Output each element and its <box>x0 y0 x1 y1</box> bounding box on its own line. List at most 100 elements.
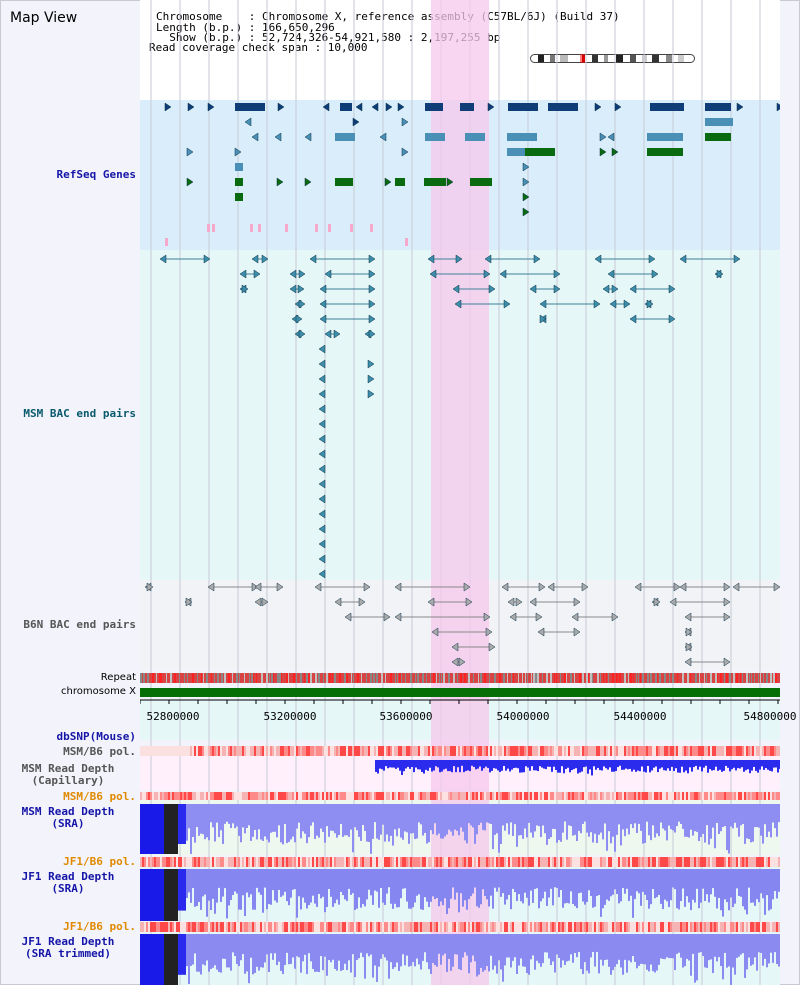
pol-segment <box>278 746 280 756</box>
pol-segment <box>776 857 778 867</box>
pol-segment <box>362 746 364 756</box>
pol-segment <box>394 922 396 932</box>
genome-browser-tracks[interactable] <box>140 0 780 985</box>
repeat-segment <box>228 673 230 683</box>
repeat-segment <box>415 673 416 683</box>
pol-segment <box>332 792 334 800</box>
depth-bar <box>772 934 774 963</box>
pol-segment <box>280 857 282 867</box>
pol-segment <box>198 792 200 800</box>
repeat-segment <box>742 673 743 683</box>
gene-arrow <box>274 132 282 142</box>
depth-bar <box>374 804 376 823</box>
pol-segment <box>670 792 672 800</box>
msm-read-depth-capillary-label: MSM Read Depth <box>21 762 115 775</box>
repeat-segment <box>156 673 157 683</box>
pol-segment <box>392 746 394 756</box>
repeat-segment <box>152 673 154 683</box>
depth-bar <box>442 934 444 956</box>
pol-segment <box>246 857 248 867</box>
depth-bar <box>436 869 438 899</box>
depth-bar <box>762 869 764 899</box>
depth-bar <box>306 804 308 844</box>
pol-segment <box>178 922 180 932</box>
depth-bar <box>510 934 512 968</box>
depth-bar <box>718 804 720 834</box>
pol-segment <box>236 746 238 756</box>
depth-bar <box>186 869 188 898</box>
depth-bar <box>240 804 242 843</box>
pol-segment <box>520 857 522 867</box>
depth-bar <box>672 869 674 888</box>
pol-segment <box>612 746 614 756</box>
depth-bar <box>420 804 422 825</box>
repeat-segment <box>770 673 772 683</box>
pol-segment <box>468 746 470 756</box>
depth-bar <box>198 869 200 902</box>
pol-segment <box>722 857 724 867</box>
depth-bar <box>386 934 388 961</box>
depth-bar <box>274 804 276 832</box>
depth-bar <box>594 804 596 834</box>
depth-bar <box>242 934 244 955</box>
pol-segment <box>296 792 298 800</box>
depth-bar <box>440 934 442 965</box>
pol-segment <box>204 857 206 867</box>
highlight-region <box>431 0 489 985</box>
pol-segment <box>374 746 376 756</box>
pol-segment <box>382 922 384 932</box>
pol-segment <box>686 922 688 932</box>
gene-arrow <box>318 494 326 504</box>
depth-bar <box>616 804 618 835</box>
pol-segment <box>750 922 752 932</box>
depth-bar <box>562 869 564 908</box>
depth-bar <box>610 869 612 897</box>
repeat-segment <box>511 673 512 683</box>
pol-segment <box>256 746 258 756</box>
depth-bar <box>378 869 380 908</box>
pol-segment <box>470 792 472 800</box>
pol-segment <box>748 922 750 932</box>
depth-bar <box>528 804 530 823</box>
pol-segment <box>514 922 516 932</box>
depth-bar <box>641 760 643 767</box>
gene-arrow <box>446 177 454 187</box>
pol-segment <box>424 857 426 867</box>
pol-segment <box>676 792 678 800</box>
repeat-segment <box>480 673 482 683</box>
depth-bar <box>314 869 316 904</box>
depth-bar <box>624 869 626 894</box>
depth-bar <box>666 869 668 902</box>
pol-segment <box>594 792 596 800</box>
depth-bar <box>322 804 324 832</box>
depth-bar <box>696 934 698 981</box>
repeat-segment <box>773 673 775 683</box>
pol-segment <box>626 792 628 800</box>
depth-bar <box>204 804 206 840</box>
depth-bar <box>446 804 448 835</box>
repeat-segment <box>682 673 684 683</box>
pol-segment <box>228 792 230 800</box>
depth-bar <box>222 804 224 844</box>
pol-segment <box>632 857 634 867</box>
pol-segment <box>550 792 552 800</box>
depth-bar <box>394 869 396 904</box>
repeat-segment <box>266 673 268 683</box>
depth-bar <box>751 760 753 771</box>
depth-bar <box>477 760 479 769</box>
gene-block <box>335 178 353 186</box>
pol-segment <box>360 746 362 756</box>
depth-bar <box>350 934 352 973</box>
depth-bar <box>622 934 624 975</box>
depth-bar <box>294 934 296 969</box>
depth-bar <box>709 760 711 770</box>
depth-bar <box>624 804 626 837</box>
depth-bar <box>563 760 565 774</box>
pol-segment <box>224 792 226 800</box>
pol-segment <box>532 857 534 867</box>
pol-segment <box>502 857 504 867</box>
pol-segment <box>196 746 198 756</box>
depth-bar <box>684 804 686 837</box>
pol-segment <box>738 857 740 867</box>
depth-bar <box>354 869 356 910</box>
